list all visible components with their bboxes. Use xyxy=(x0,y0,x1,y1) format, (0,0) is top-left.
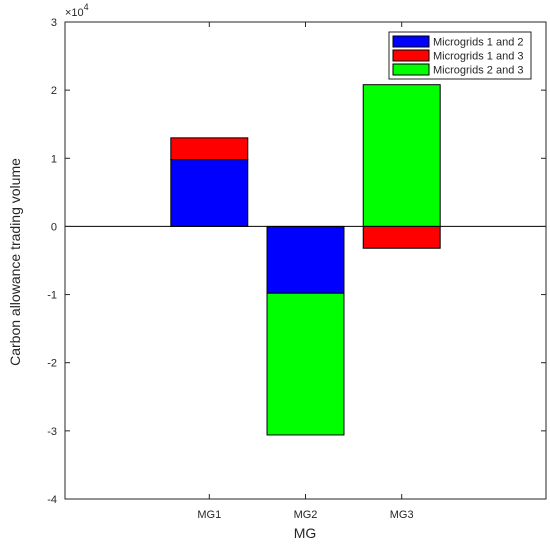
legend-label: Microgrids 2 and 3 xyxy=(433,65,524,77)
legend-label: Microgrids 1 and 2 xyxy=(433,37,524,49)
x-tick-label: MG1 xyxy=(197,509,221,521)
bar-mg3-series-2 xyxy=(362,225,441,249)
x-axis-ticks: MG1 MG2 MG3 xyxy=(197,22,414,521)
bar-mg2-series-1 xyxy=(266,225,345,294)
y-tick-label: -3 xyxy=(47,426,57,438)
x-tick-label: MG3 xyxy=(390,509,414,521)
y-tick-label: 2 xyxy=(51,85,57,97)
bar-mg3-series-3 xyxy=(362,84,441,227)
y-axis-ticks: -4 -3 -2 -1 0 1 2 3 xyxy=(47,17,546,506)
y-axis-label: Carbon allowance trading volume xyxy=(7,158,23,366)
y-tick-label: 3 xyxy=(51,17,57,29)
legend: Microgrids 1 and 2 Microgrids 1 and 3 Micr… xyxy=(388,31,532,80)
legend-swatch xyxy=(392,49,430,62)
y-tick-label: -2 xyxy=(47,358,57,370)
y-tick-label: 0 xyxy=(51,221,57,233)
legend-swatch xyxy=(392,63,430,76)
legend-label: Microgrids 1 and 3 xyxy=(433,51,524,63)
bar-mg2-series-3 xyxy=(266,292,345,436)
y-axis-exponent: ×104 xyxy=(65,2,89,19)
x-axis-label: MG xyxy=(294,525,317,541)
bar-mg1-series-2 xyxy=(170,137,249,161)
bar-mg1-series-1 xyxy=(170,159,249,227)
x-tick-label: MG2 xyxy=(294,509,318,521)
bars-layer xyxy=(170,84,441,436)
y-tick-label: 1 xyxy=(51,153,57,165)
legend-swatch xyxy=(392,35,430,48)
y-tick-label: -4 xyxy=(47,494,57,506)
y-tick-label: -1 xyxy=(47,290,57,302)
